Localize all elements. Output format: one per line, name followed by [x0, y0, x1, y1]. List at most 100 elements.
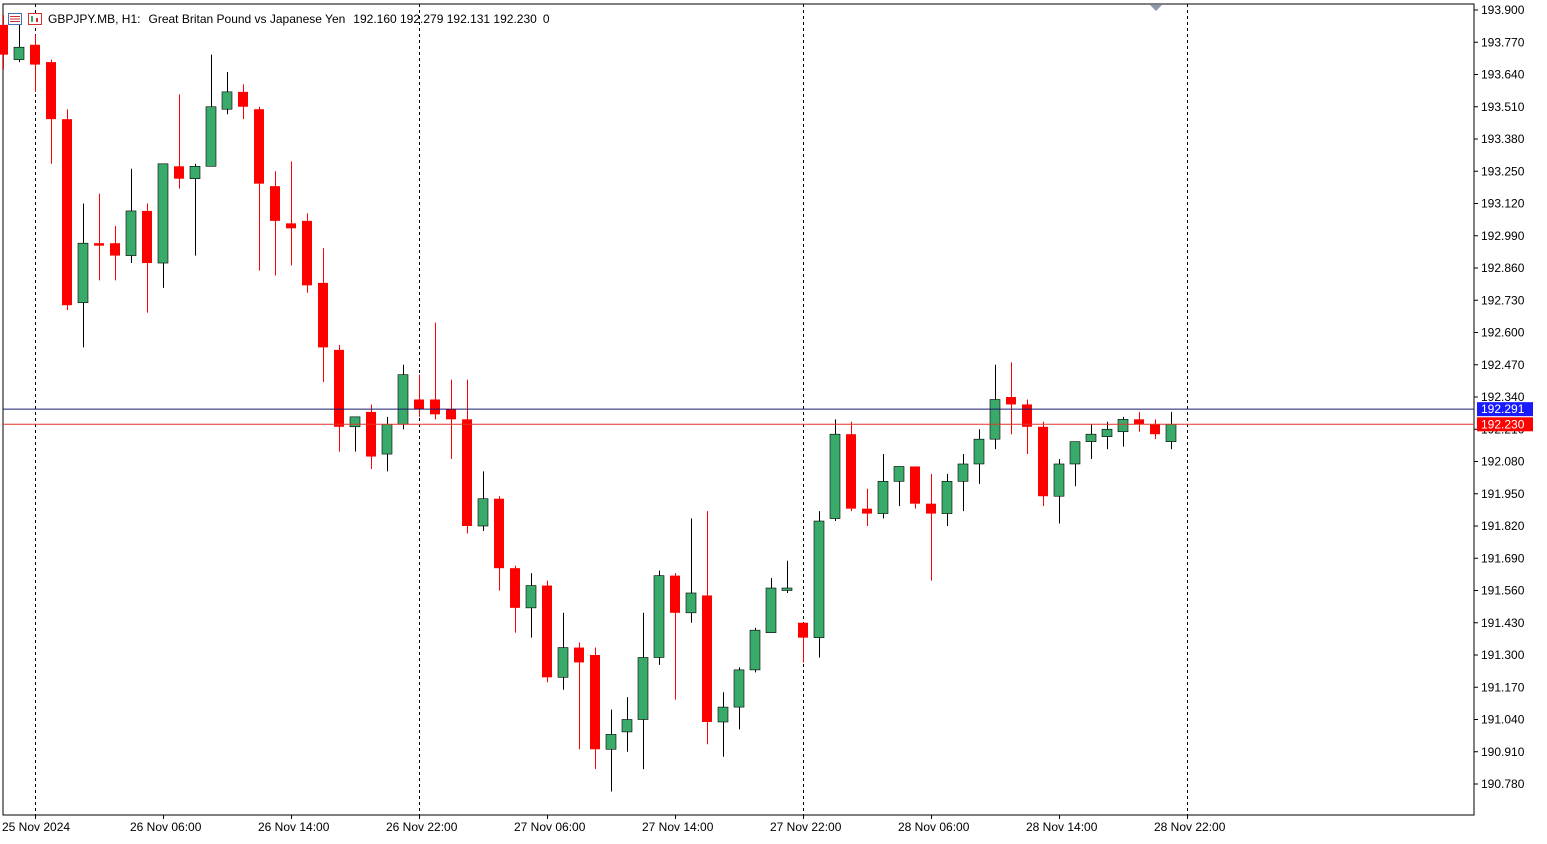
symbol-description: Great Britan Pound vs Japanese Yen — [148, 12, 346, 26]
y-tick-label: 193.250 — [1481, 164, 1525, 178]
candle-bear — [94, 243, 104, 246]
candle-bull — [557, 647, 569, 678]
candle-bear — [46, 62, 56, 120]
candle-bear — [0, 24, 8, 55]
x-tick-label: 27 Nov 22:00 — [770, 820, 842, 834]
x-tick-label: 26 Nov 06:00 — [130, 820, 202, 834]
candle-bull — [893, 466, 905, 482]
candle-bear — [910, 466, 920, 504]
y-tick-label: 191.690 — [1481, 551, 1525, 565]
y-tick-label: 193.380 — [1481, 132, 1525, 146]
y-tick-label: 191.430 — [1481, 616, 1525, 630]
candle-bear — [62, 119, 72, 306]
candle-bull — [1053, 463, 1065, 497]
y-tick-label: 191.560 — [1481, 584, 1525, 598]
trading-icon — [28, 13, 42, 25]
candle-bull — [77, 242, 89, 304]
candle-bear — [462, 419, 472, 526]
candle-bear — [1150, 424, 1160, 435]
x-tick-label: 26 Nov 22:00 — [386, 820, 458, 834]
y-tick-label: 193.770 — [1481, 35, 1525, 49]
candle-bear — [30, 44, 40, 65]
candle-bear — [590, 655, 600, 750]
candle-bull — [765, 587, 777, 633]
candle-bear — [302, 220, 312, 286]
y-tick-label: 192.080 — [1481, 455, 1525, 469]
symbol-label: GBPJPY.MB, H1: — [48, 12, 141, 26]
candle-bull — [381, 423, 393, 455]
candle-bull — [717, 706, 729, 723]
y-tick-label: 193.640 — [1481, 68, 1525, 82]
candle-bull — [605, 734, 617, 750]
y-tick-label: 192.990 — [1481, 229, 1525, 243]
candle-bull — [1101, 428, 1113, 437]
bid-price-badge — [1477, 417, 1533, 432]
candle-bear — [926, 503, 936, 514]
y-tick-label: 190.780 — [1481, 777, 1525, 791]
candle-bear — [366, 411, 376, 457]
ask-price-label: 192.291 — [1481, 402, 1525, 416]
y-tick-label: 193.120 — [1481, 197, 1525, 211]
candle-bear — [862, 508, 872, 514]
candle-bear — [702, 595, 712, 722]
candle-bull — [813, 520, 825, 638]
chart-window-icon — [8, 13, 22, 25]
candle-bear — [574, 647, 584, 663]
chart-header: GBPJPY.MB, H1: Great Britan Pound vs Jap… — [8, 10, 550, 28]
candle-bull — [749, 629, 761, 671]
candle-bull — [1165, 423, 1177, 442]
candle-bull — [989, 399, 1001, 440]
candle-bear — [414, 399, 424, 410]
y-tick-label: 192.470 — [1481, 358, 1525, 372]
candle-bear — [846, 434, 856, 509]
candle-bear — [510, 568, 520, 608]
candle-bull — [1117, 419, 1129, 433]
candle-bull — [733, 669, 745, 708]
bid-price-label: 192.230 — [1481, 417, 1525, 431]
ohlc-values: 192.160 192.279 192.131 192.230 — [353, 12, 537, 26]
y-tick-label: 192.730 — [1481, 293, 1525, 307]
candle-bear — [254, 109, 264, 184]
candle-bull — [205, 106, 217, 167]
candle-bull — [653, 575, 665, 658]
x-tick-label: 27 Nov 06:00 — [514, 820, 586, 834]
y-tick-label: 192.340 — [1481, 390, 1525, 404]
x-tick-label: 28 Nov 06:00 — [898, 820, 970, 834]
candle-bear — [174, 166, 184, 179]
candle-bear — [670, 575, 680, 613]
candle-bull — [477, 498, 489, 527]
candle-bull — [221, 91, 233, 110]
x-tick-label: 25 Nov 2024 — [2, 820, 70, 834]
candle-bull — [685, 592, 697, 614]
candle-bull — [941, 481, 953, 514]
x-tick-label: 27 Nov 14:00 — [642, 820, 714, 834]
candle-bear — [238, 91, 248, 107]
candle-bull — [829, 433, 841, 519]
candle-bear — [494, 498, 504, 569]
candle-bear — [542, 585, 552, 678]
candle-bull — [1069, 441, 1081, 465]
x-tick-label: 28 Nov 14:00 — [1026, 820, 1098, 834]
candle-bull — [525, 585, 537, 609]
chart-shift-marker[interactable] — [1150, 5, 1162, 11]
candle-bear — [430, 399, 440, 415]
x-tick-label: 28 Nov 22:00 — [1154, 820, 1226, 834]
candle-bull — [781, 587, 793, 591]
y-tick-label: 193.510 — [1481, 100, 1525, 114]
candle-bear — [110, 243, 120, 256]
candle-bear — [1134, 419, 1144, 425]
candle-bull — [877, 481, 889, 514]
x-tick-label: 26 Nov 14:00 — [258, 820, 330, 834]
candle-bull — [1085, 433, 1097, 442]
candle-bear — [286, 223, 296, 229]
candle-bull — [189, 165, 201, 179]
candle-bull — [125, 210, 137, 256]
y-tick-label: 190.910 — [1481, 745, 1525, 759]
y-tick-label: 192.600 — [1481, 326, 1525, 340]
y-tick-label: 191.040 — [1481, 713, 1525, 727]
y-tick-label: 192.860 — [1481, 261, 1525, 275]
candle-bull — [621, 719, 633, 733]
y-tick-label: 191.820 — [1481, 519, 1525, 533]
